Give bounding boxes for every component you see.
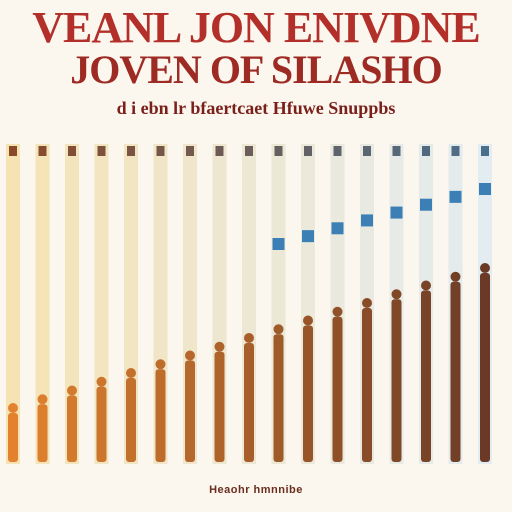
timeline-strip: [35, 144, 50, 464]
strip-marker: [186, 146, 194, 156]
figure-silhouette: [67, 385, 77, 462]
strip-marker: [156, 146, 165, 156]
strip-marker: [9, 146, 17, 156]
strip-marker: [363, 146, 371, 156]
figure-silhouette: [303, 315, 313, 462]
figure-silhouette: [126, 368, 136, 462]
strip-marker: [215, 146, 224, 156]
device-icon: [420, 198, 432, 211]
strip-marker: [392, 146, 401, 156]
timeline-strip: [6, 144, 20, 464]
device-icon: [390, 206, 403, 219]
strip-marker: [245, 146, 253, 156]
figure-silhouette: [244, 333, 254, 462]
strip-marker: [451, 146, 460, 156]
figure-silhouette: [480, 263, 490, 462]
strip-marker: [333, 146, 342, 156]
device-icon: [302, 230, 314, 243]
strip-marker: [97, 146, 106, 156]
strip-marker: [274, 146, 283, 156]
figure-silhouette: [421, 280, 431, 462]
figure-silhouette: [391, 289, 402, 462]
timeline-strips: [6, 144, 492, 464]
figure-silhouette: [273, 324, 284, 462]
device-icon: [361, 214, 373, 227]
strip-marker: [422, 146, 430, 156]
figure-silhouette: [214, 341, 225, 462]
strip-marker: [481, 146, 489, 156]
subtitle-line: d i ebn lr bfaertcaet Hfuwe Snuppbs: [116, 98, 396, 118]
title-line-2: JOVEN OF SILASHO: [70, 47, 442, 92]
strip-marker: [304, 146, 312, 156]
device-icon: [272, 238, 285, 250]
title-line-1: VEANL JON ENIVDNE: [32, 3, 481, 52]
device-icon: [479, 183, 491, 195]
device-icon: [449, 190, 462, 203]
figure-silhouette: [362, 298, 372, 462]
figure-silhouette: [332, 306, 343, 462]
figure-silhouette: [450, 271, 461, 462]
device-icon: [331, 222, 344, 235]
figure-silhouette: [96, 376, 107, 462]
strip-marker: [68, 146, 76, 156]
figure-silhouette: [8, 403, 18, 462]
strip-marker: [38, 146, 47, 156]
timeline-strip: [65, 144, 79, 464]
strip-marker: [127, 146, 135, 156]
footer-caption: Heaohr hmnnibe: [209, 484, 303, 496]
figure-silhouette: [37, 394, 48, 462]
figure-silhouette: [185, 350, 195, 462]
figure-silhouette: [155, 359, 166, 462]
